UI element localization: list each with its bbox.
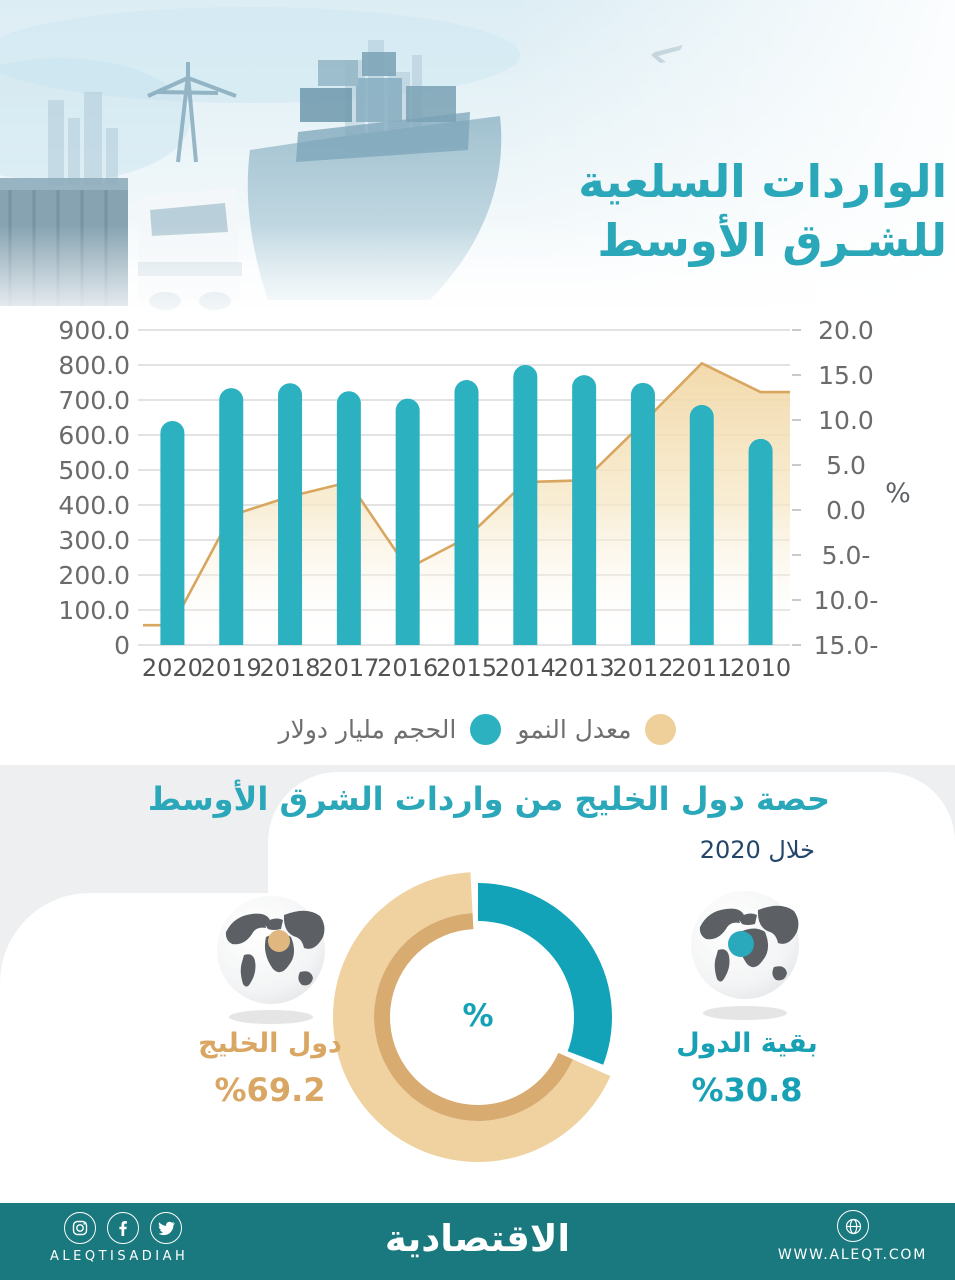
deck-containers	[300, 52, 456, 122]
gulf-share-graphic	[217, 872, 799, 1163]
svg-text:200.0: 200.0	[58, 561, 130, 590]
svg-text:2014: 2014	[495, 654, 556, 682]
donut-center-label: %	[462, 998, 494, 1034]
svg-text:2019: 2019	[201, 654, 262, 682]
gulf-share-right-label: بقية الدول	[676, 1028, 818, 1059]
svg-text:800.0: 800.0	[58, 351, 130, 380]
header-photo-cargo-ship	[0, 0, 955, 330]
instagram-icon[interactable]	[64, 1212, 96, 1244]
globe-shadow-left	[229, 1010, 313, 1024]
page-title-line1: الواردات السلعية	[578, 155, 947, 208]
svg-text:10.0-: 10.0-	[814, 586, 879, 615]
svg-text:5.0-: 5.0-	[822, 541, 871, 570]
port-crane	[147, 62, 237, 163]
svg-text:2013: 2013	[554, 654, 615, 682]
gulf-region-marker	[268, 930, 290, 952]
page-title: الواردات السلعية للشـرق الأوسط	[467, 152, 947, 271]
svg-text:2017: 2017	[318, 654, 379, 682]
legend-item-volume: الحجم مليار دولار	[279, 714, 502, 745]
svg-text:500.0: 500.0	[58, 456, 130, 485]
svg-text:400.0: 400.0	[58, 491, 130, 520]
legend-item-growth: معدل النمو	[517, 714, 677, 745]
gulf-share-right: بقية الدول %30.8	[637, 1028, 857, 1109]
imports-chart-canvas: 900.0 800.0 700.0 600.0 500.0 400.0 300.0 200.0…	[58, 318, 911, 682]
gulf-share-left-label: دول الخليج	[198, 1028, 342, 1059]
volume-legend-dot-icon	[470, 714, 502, 745]
svg-text:700.0: 700.0	[58, 386, 130, 415]
svg-text:100.0: 100.0	[58, 596, 130, 625]
imports-chart: 900.0 800.0 700.0 600.0 500.0 400.0 300.0 200.0…	[0, 318, 955, 690]
svg-text:10.0: 10.0	[818, 406, 874, 435]
legend-growth-label: معدل النمو	[517, 715, 632, 744]
svg-text:900.0: 900.0	[58, 318, 130, 345]
svg-text:15.0-: 15.0-	[814, 631, 879, 660]
website-url[interactable]: WWW.ALEQT.COM	[777, 1247, 928, 1263]
brand-latin: ALEQTISADIAH	[50, 1249, 189, 1264]
aleqtisadiah-logo: الاقتصادية	[384, 1217, 571, 1260]
svg-text:%: %	[885, 478, 911, 509]
website-globe-icon[interactable]	[837, 1210, 869, 1242]
svg-text:2015: 2015	[436, 654, 497, 682]
gulf-share-right-value: %30.8	[691, 1071, 803, 1109]
svg-text:2010: 2010	[730, 654, 791, 682]
page-title-line2: للشـرق الأوسط	[597, 214, 947, 268]
twitter-icon[interactable]	[150, 1212, 182, 1244]
svg-text:300.0: 300.0	[58, 526, 130, 555]
svg-text:2020: 2020	[142, 654, 203, 682]
chart-legend: الحجم مليار دولار معدل النمو	[0, 714, 955, 745]
gulf-section-subtitle: خلال 2020	[699, 836, 815, 864]
rest-region-marker	[728, 931, 754, 957]
gulf-section-title: حصة دول الخليج من واردات الشرق الأوسط	[147, 780, 830, 818]
svg-text:20.0: 20.0	[818, 318, 874, 345]
gulf-share-left: دول الخليج %69.2	[160, 1028, 380, 1109]
gulf-share-donut	[332, 872, 613, 1163]
social-links	[64, 1212, 182, 1244]
svg-text:15.0: 15.0	[818, 361, 874, 390]
growth-legend-dot-icon	[645, 714, 677, 745]
svg-text:2011: 2011	[671, 654, 732, 682]
svg-text:600.0: 600.0	[58, 421, 130, 450]
svg-text:2018: 2018	[260, 654, 321, 682]
svg-text:2012: 2012	[612, 654, 673, 682]
footer-bar: ALEQTISADIAH الاقتصادية WWW.ALEQT.COM	[0, 1203, 955, 1280]
svg-text:0.0: 0.0	[826, 496, 866, 525]
svg-text:0: 0	[114, 631, 130, 660]
gulf-share-left-value: %69.2	[214, 1071, 326, 1109]
globe-shadow-right	[703, 1006, 787, 1020]
globe-gulf-icon	[217, 896, 325, 1004]
legend-volume-label: الحجم مليار دولار	[278, 715, 457, 744]
svg-text:5.0: 5.0	[826, 451, 866, 480]
svg-text:2016: 2016	[377, 654, 438, 682]
facebook-icon[interactable]	[107, 1212, 139, 1244]
